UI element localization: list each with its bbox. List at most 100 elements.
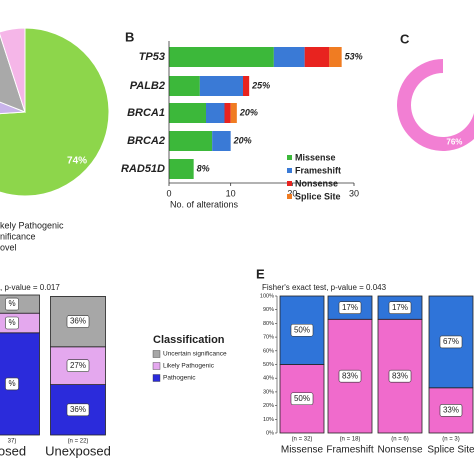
value-label-box: 83% [388, 369, 412, 383]
value-label-box: % [5, 377, 19, 391]
n-label: 37) [8, 439, 17, 445]
bar-segment [212, 131, 231, 151]
n-label: (n = 3) [442, 437, 460, 443]
legend-swatch [287, 181, 292, 186]
y-tick-label: 100% [260, 293, 274, 299]
value-label-box: 17% [338, 301, 362, 314]
category-label: Unexposed [45, 443, 111, 458]
value-label-box: 67% [439, 335, 463, 349]
n-label: (n = 32) [292, 437, 313, 443]
bar-segment [273, 47, 305, 67]
category-label: RAD51D [121, 163, 165, 175]
bar-segment [206, 103, 225, 123]
category-label: BRCA2 [127, 135, 165, 147]
value-label: 36% [70, 317, 86, 326]
value-label-box: 17% [388, 301, 412, 314]
legend-swatch [152, 374, 161, 382]
bar-segment [304, 47, 330, 67]
value-label-bg [290, 392, 314, 406]
value-label: % [8, 299, 15, 308]
category-label: PALB2 [130, 80, 165, 92]
value-label-bg [66, 359, 90, 373]
category-label: TP53 [139, 51, 165, 63]
value-label: 50% [294, 394, 310, 403]
total-label: 8% [197, 163, 210, 173]
value-label: 50% [294, 325, 310, 334]
value-label-bg [439, 404, 463, 417]
x-axis-label: No. of alterations [170, 199, 239, 209]
bar-segment [169, 159, 194, 179]
value-label-bg [388, 301, 412, 314]
category-label: Frameshift [326, 445, 373, 456]
category-label: Nonsense [377, 445, 422, 456]
y-tick-label: 60% [263, 348, 274, 354]
bar-segment [224, 103, 231, 123]
value-label-box: 36% [66, 315, 90, 328]
n-label: (n = 6) [391, 437, 409, 443]
value-label-box: 83% [338, 369, 362, 383]
bar-segment [169, 131, 213, 151]
bar-segment [169, 47, 274, 67]
value-label: 36% [70, 405, 86, 414]
value-label: 27% [70, 361, 86, 370]
value-label-box: % [5, 297, 19, 311]
value-label: 17% [392, 303, 408, 312]
value-label-box: 27% [66, 359, 90, 373]
category-label: Missense [281, 445, 324, 456]
total-label: 20% [233, 135, 252, 145]
chart-subtitle: , p-value = 0.017 [0, 283, 60, 292]
value-label-box: 50% [290, 392, 314, 406]
value-label-bg [439, 335, 463, 349]
legend-label: Missense [295, 152, 336, 162]
n-label: (n = 22) [68, 439, 89, 445]
category-label: osed [0, 443, 26, 458]
bar-segment [169, 76, 200, 96]
y-tick-label: 20% [263, 403, 274, 409]
category-label: Splice Site [427, 445, 474, 456]
value-label: 83% [392, 371, 408, 380]
value-label: 67% [443, 337, 459, 346]
value-label: % [8, 379, 15, 388]
pie-slice [0, 27, 110, 197]
total-label: 20% [239, 107, 258, 117]
y-tick-label: 0% [266, 430, 274, 436]
bar-segment [169, 103, 206, 123]
total-label: 53% [345, 51, 363, 61]
legend-label: Frameshift [295, 165, 341, 175]
legend-swatch [287, 194, 292, 199]
y-tick-label: 80% [263, 321, 274, 327]
value-label-box: 50% [290, 323, 314, 337]
chart-title: Fisher's exact test, p-value = 0.043 [262, 283, 387, 292]
legend-label: Nonsense [295, 178, 338, 188]
value-label: 74% [67, 156, 87, 167]
value-label-bg [66, 403, 90, 417]
value-label: % [8, 318, 15, 327]
y-tick-label: 10% [263, 417, 274, 423]
value-label: 83% [342, 371, 358, 380]
value-label-bg [5, 316, 19, 330]
value-label-box: 33% [439, 404, 463, 417]
legend-label: Uncertain significance [163, 351, 227, 358]
panel-letter: C [400, 31, 410, 46]
value-label-bg [5, 377, 19, 391]
legend-label: ovel [0, 242, 17, 252]
bar-segment [243, 76, 250, 96]
bar-segment [199, 76, 243, 96]
x-tick-label: 0 [166, 188, 171, 198]
legend-label: Splice Site [295, 191, 341, 201]
x-tick-label: 30 [349, 188, 359, 198]
y-tick-label: 30% [263, 389, 274, 395]
value-label-bg [338, 301, 362, 314]
value-label: 17% [342, 303, 358, 312]
y-tick-label: 40% [263, 376, 274, 382]
value-label-bg [66, 315, 90, 328]
y-tick-label: 70% [263, 335, 274, 341]
legend-label: Pathogenic [163, 375, 196, 382]
bar-segment [329, 47, 342, 67]
value-label: 33% [443, 406, 459, 415]
legend-swatch [152, 362, 161, 370]
legend-swatch [287, 155, 292, 160]
panel-letter: B [125, 29, 134, 44]
panel-letter: E [256, 266, 265, 281]
